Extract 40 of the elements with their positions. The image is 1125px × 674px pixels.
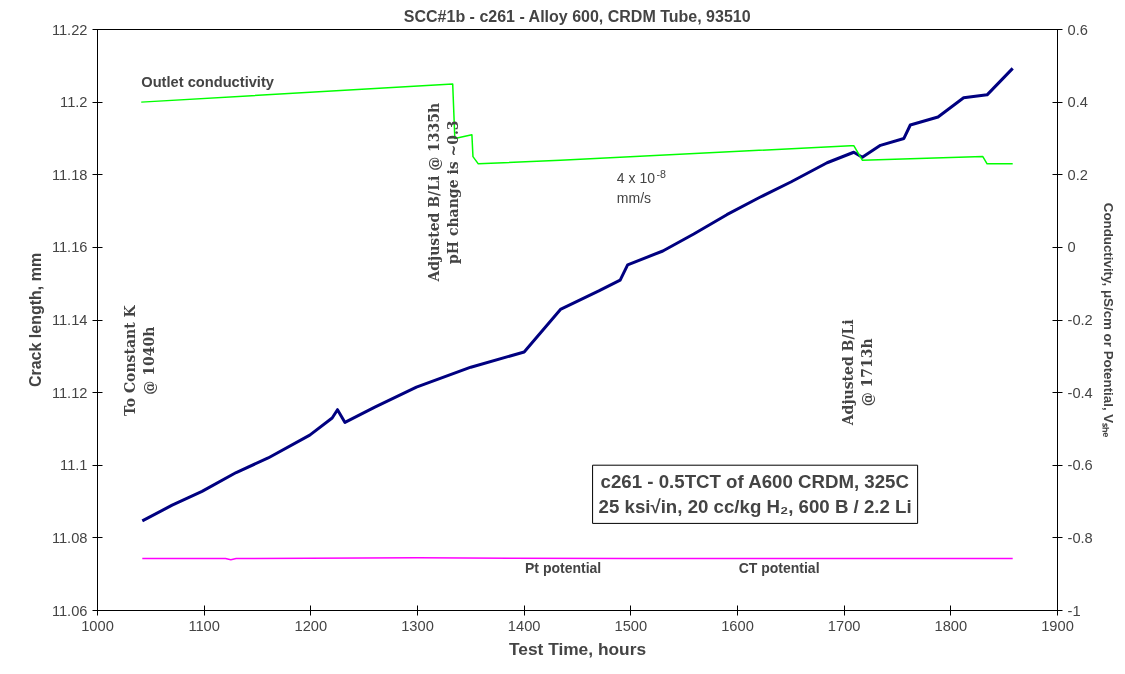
annotation: Adjusted B/Li @ 1713h bbox=[840, 319, 876, 427]
x-tick-label: 1300 bbox=[401, 617, 434, 634]
y-tick-label: 11.18 bbox=[51, 166, 88, 183]
y-tick-label: 11.06 bbox=[51, 602, 88, 619]
y2-axis-title: Conductivity, μS/cm or Potential, Vₛₕₑ bbox=[1100, 202, 1116, 438]
y2-tick-label: 0.2 bbox=[1067, 166, 1088, 183]
series-label: Outlet conductivity bbox=[141, 74, 275, 91]
y2-tick-label: -0.2 bbox=[1067, 312, 1093, 328]
y-tick-label: 11.16 bbox=[51, 239, 88, 256]
y2-tick-label: -0.6 bbox=[1067, 457, 1093, 474]
y2-tick-label: 0.6 bbox=[1067, 21, 1088, 38]
annotation: Adjusted B/Li @ 1335h pH change is ~0.3 bbox=[425, 102, 461, 283]
y-tick-label: 11.14 bbox=[51, 312, 88, 328]
y2-tick-label: -0.4 bbox=[1067, 384, 1093, 401]
y-tick-label: 11.08 bbox=[51, 529, 88, 546]
x-tick-label: 1100 bbox=[188, 617, 220, 634]
x-tick-label: 1900 bbox=[1041, 617, 1074, 634]
y-tick-label: 11.1 bbox=[60, 457, 88, 474]
x-tick-label: 1500 bbox=[614, 617, 648, 634]
x-axis-title: Test Time, hours bbox=[508, 638, 647, 659]
y2-tick-label: -0.8 bbox=[1067, 529, 1093, 546]
y2-tick-label: 0 bbox=[1067, 239, 1076, 256]
y-tick-label: 11.12 bbox=[51, 384, 88, 401]
x-tick-label: 1000 bbox=[81, 617, 114, 634]
x-tick-label: 1400 bbox=[507, 617, 541, 634]
annotation: Pt potential bbox=[524, 559, 602, 576]
y-tick-label: 11.22 bbox=[51, 21, 88, 38]
y-tick-label: 11.2 bbox=[60, 94, 88, 111]
line-series bbox=[140, 66, 1015, 523]
y-axis-title: Crack length, mm bbox=[26, 252, 44, 388]
annotation: c261 - 0.5TCT of A600 CRDM, 325C 25 ksi√in, 20 cc/kg H₂, 600 B / 2.2 Li bbox=[598, 471, 912, 518]
x-tick-label: 1800 bbox=[934, 617, 968, 634]
y2-tick-label: 0.4 bbox=[1067, 94, 1088, 111]
chart-title: SCC#1b - c261 - Alloy 600, CRDM Tube, 93510 bbox=[403, 7, 751, 25]
x-tick-label: 1600 bbox=[721, 617, 754, 634]
annotation: To Constant K @ 1040h bbox=[122, 304, 158, 417]
x-tick-label: 1200 bbox=[294, 617, 328, 634]
annotation: CT potential bbox=[738, 559, 820, 576]
x-tick-label: 1700 bbox=[827, 617, 861, 634]
y2-tick-label: -1 bbox=[1067, 602, 1081, 619]
